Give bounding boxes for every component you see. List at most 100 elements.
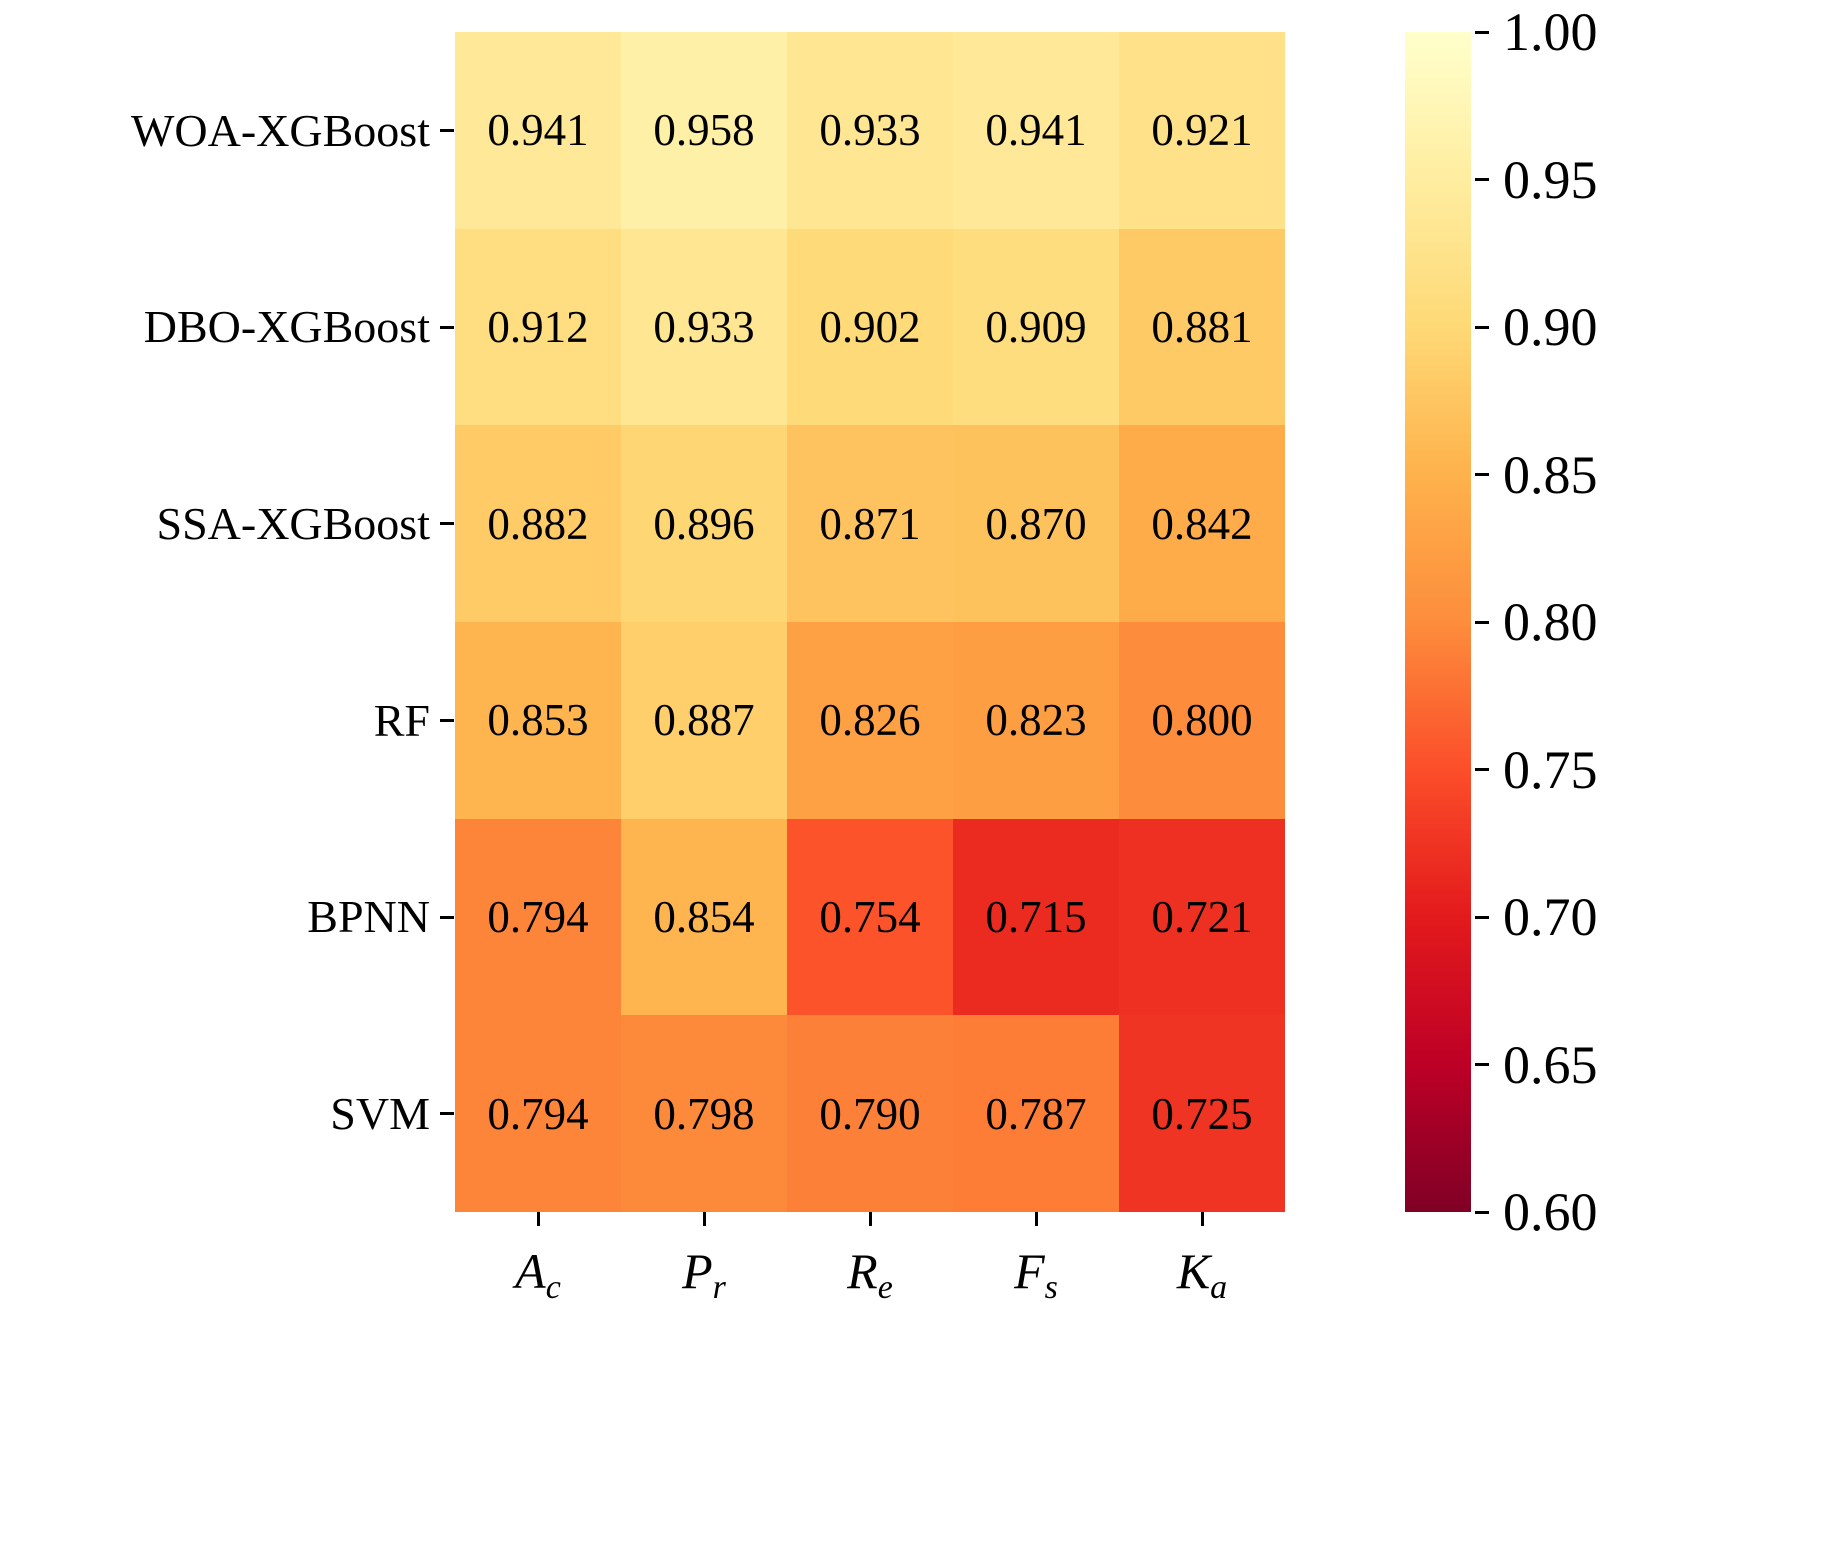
heatmap-cell: 0.715 — [953, 818, 1119, 1016]
heatmap-cell: 0.794 — [455, 818, 621, 1016]
heatmap-cell: 0.794 — [455, 1015, 621, 1212]
heatmap-cell: 0.933 — [621, 228, 787, 426]
cell-value: 0.721 — [1151, 891, 1253, 942]
x-tick-label: Ac — [458, 1242, 618, 1306]
heatmap-cell: 0.800 — [1119, 622, 1285, 819]
heatmap-cell: 0.853 — [455, 622, 621, 819]
heatmap-cell: 0.912 — [455, 228, 621, 426]
cell-value: 0.854 — [653, 891, 755, 942]
heatmap-cell: 0.721 — [1119, 818, 1285, 1016]
x-tick-label: Pr — [624, 1242, 784, 1306]
colorbar-tick-label: 0.70 — [1503, 887, 1598, 947]
colorbar-tick-label: 0.75 — [1503, 739, 1598, 800]
cell-value: 0.715 — [985, 891, 1087, 942]
colorbar-tick-mark — [1475, 473, 1489, 476]
x-label-main: P — [682, 1243, 713, 1299]
heatmap-cell: 0.790 — [787, 1015, 953, 1212]
x-tick-mark — [1034, 1212, 1038, 1226]
y-tick-mark — [440, 915, 454, 919]
colorbar-tick-mark — [1475, 325, 1489, 329]
heatmap-cell: 0.754 — [787, 818, 953, 1016]
y-tick-mark — [440, 522, 454, 526]
x-label-subscript: r — [712, 1269, 726, 1306]
heatmap-cell: 0.921 — [1119, 32, 1285, 229]
x-label-main: R — [847, 1243, 878, 1299]
colorbar-tick-mark — [1475, 915, 1489, 919]
colorbar-tick-mark — [1475, 620, 1489, 624]
cell-value: 0.725 — [1151, 1088, 1253, 1139]
x-label-subscript: c — [545, 1269, 561, 1306]
heatmap-cell: 0.798 — [621, 1015, 787, 1212]
heatmap-cell: 0.870 — [953, 425, 1119, 622]
colorbar-tick-label: 0.60 — [1503, 1182, 1598, 1242]
x-label-subscript: a — [1210, 1269, 1228, 1306]
row-label: RF — [373, 694, 430, 746]
heatmap-cell: 0.933 — [787, 32, 953, 229]
heatmap-cell: 0.958 — [621, 32, 787, 229]
cell-value: 0.790 — [819, 1088, 921, 1139]
row-label: SSA-XGBoost — [156, 498, 430, 550]
heatmap-cell: 0.941 — [455, 32, 621, 229]
heatmap-cell: 0.787 — [953, 1015, 1119, 1212]
heatmap-cell: 0.882 — [455, 425, 621, 622]
colorbar-tick-mark — [1475, 1210, 1489, 1214]
x-tick-label: Ka — [1122, 1242, 1282, 1306]
colorbar-tick-label: 0.90 — [1503, 297, 1598, 357]
colorbar-tick-mark — [1475, 30, 1489, 34]
cell-value: 0.912 — [487, 301, 589, 352]
cell-value: 0.909 — [985, 301, 1087, 352]
cell-value: 0.794 — [487, 1088, 589, 1139]
cell-value: 0.941 — [985, 105, 1087, 156]
x-label-subscript: s — [1044, 1269, 1058, 1306]
cell-value: 0.933 — [819, 105, 921, 156]
cell-value: 0.958 — [653, 105, 755, 156]
cell-value: 0.871 — [819, 498, 921, 549]
cell-value: 0.881 — [1151, 301, 1253, 352]
cell-value: 0.798 — [653, 1088, 755, 1139]
cell-value: 0.870 — [985, 498, 1087, 549]
heatmap-cell: 0.909 — [953, 228, 1119, 426]
colorbar-tick-mark — [1475, 1063, 1489, 1066]
x-tick-label: Fs — [956, 1242, 1116, 1306]
x-label-main: A — [515, 1243, 546, 1299]
row-label: SVM — [330, 1088, 430, 1140]
colorbar-tick-label: 0.85 — [1503, 444, 1598, 505]
x-tick-mark — [702, 1212, 706, 1226]
x-tick-mark — [1200, 1212, 1204, 1226]
colorbar-tick-mark — [1475, 768, 1489, 771]
heatmap-grid: 0.941 0.958 0.933 0.941 0.921 0.912 0.933 0.902… — [455, 32, 1285, 1212]
cell-value: 0.902 — [819, 301, 921, 352]
heatmap-cell: 0.725 — [1119, 1015, 1285, 1212]
heatmap-cell: 0.881 — [1119, 228, 1285, 426]
cell-value: 0.933 — [653, 301, 755, 352]
heatmap-cell: 0.896 — [621, 425, 787, 622]
y-tick-mark — [440, 325, 454, 329]
heatmap-cell: 0.902 — [787, 228, 953, 426]
cell-value: 0.921 — [1151, 105, 1253, 156]
heatmap-cell: 0.842 — [1119, 425, 1285, 622]
heatmap-cell: 0.887 — [621, 622, 787, 819]
y-tick-mark — [440, 128, 454, 132]
colorbar-tick-label: 1.00 — [1503, 2, 1598, 62]
row-label: BPNN — [307, 891, 430, 943]
cell-value: 0.842 — [1151, 498, 1253, 549]
cell-value: 0.882 — [487, 498, 589, 549]
cell-value: 0.896 — [653, 498, 755, 549]
x-tick-label: Re — [790, 1242, 950, 1306]
colorbar-tick-label: 0.95 — [1503, 149, 1598, 210]
x-label-subscript: e — [877, 1269, 893, 1306]
colorbar — [1405, 32, 1471, 1212]
heatmap-cell: 0.826 — [787, 622, 953, 819]
colorbar-tick-label: 0.65 — [1503, 1034, 1598, 1095]
y-tick-mark — [440, 718, 454, 722]
cell-value: 0.826 — [819, 695, 921, 746]
heatmap-cell: 0.854 — [621, 818, 787, 1016]
heatmap-cell: 0.871 — [787, 425, 953, 622]
x-tick-mark — [536, 1212, 540, 1226]
cell-value: 0.941 — [487, 105, 589, 156]
x-label-main: F — [1014, 1243, 1045, 1299]
cell-value: 0.800 — [1151, 695, 1253, 746]
cell-value: 0.853 — [487, 695, 589, 746]
cell-value: 0.794 — [487, 891, 589, 942]
cell-value: 0.823 — [985, 695, 1087, 746]
